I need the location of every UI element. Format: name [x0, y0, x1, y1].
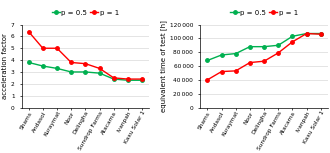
p = 0.5 [140, 79, 144, 81]
p = 0.5 [69, 71, 73, 73]
p = 1 [319, 33, 323, 35]
p = 0.5 [126, 79, 130, 81]
p = 1 [140, 78, 144, 80]
p = 0.5 [262, 46, 266, 48]
Legend: p = 0.5, p = 1: p = 0.5, p = 1 [230, 10, 298, 16]
p = 0.5 [41, 65, 45, 67]
p = 1 [205, 79, 209, 81]
p = 0.5 [83, 71, 87, 73]
Line: p = 0.5: p = 0.5 [27, 61, 144, 82]
p = 1 [41, 47, 45, 49]
p = 0.5 [219, 54, 223, 56]
p = 1 [248, 62, 252, 63]
p = 0.5 [319, 33, 323, 34]
p = 0.5 [55, 67, 59, 69]
Y-axis label: equivalent time of test [h]: equivalent time of test [h] [160, 20, 167, 112]
p = 1 [276, 52, 280, 54]
p = 1 [126, 78, 130, 80]
p = 0.5 [98, 72, 102, 74]
p = 1 [69, 62, 73, 63]
p = 1 [112, 77, 116, 79]
Y-axis label: acceleration factor: acceleration factor [2, 33, 8, 99]
p = 0.5 [276, 44, 280, 46]
p = 1 [234, 70, 238, 72]
p = 1 [83, 63, 87, 65]
p = 1 [219, 71, 223, 73]
Line: p = 1: p = 1 [27, 30, 144, 81]
p = 0.5 [305, 33, 309, 34]
p = 0.5 [290, 35, 294, 37]
p = 0.5 [205, 60, 209, 61]
p = 1 [55, 47, 59, 49]
p = 1 [290, 41, 294, 43]
p = 1 [98, 67, 102, 69]
p = 0.5 [112, 78, 116, 80]
p = 1 [305, 33, 309, 34]
p = 0.5 [27, 62, 31, 63]
p = 0.5 [248, 46, 252, 48]
p = 0.5 [234, 53, 238, 54]
Line: p = 1: p = 1 [206, 32, 322, 82]
p = 1 [27, 31, 31, 33]
Legend: p = 0.5, p = 1: p = 0.5, p = 1 [52, 10, 119, 16]
Line: p = 0.5: p = 0.5 [206, 32, 322, 62]
p = 1 [262, 60, 266, 62]
